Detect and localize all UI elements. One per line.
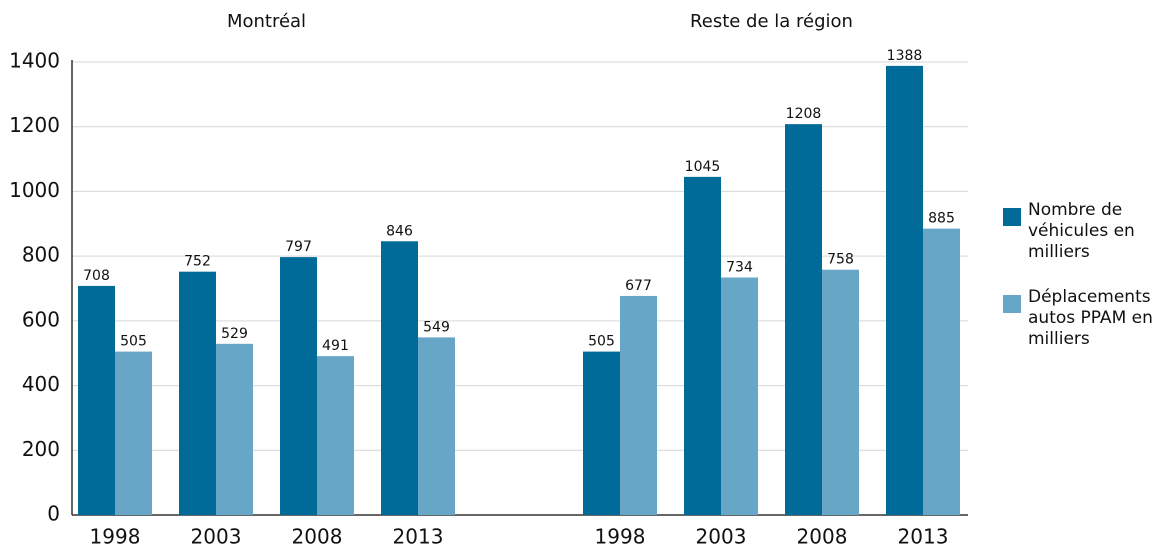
value-label: 846 xyxy=(386,223,413,239)
bar xyxy=(216,343,253,515)
value-label: 677 xyxy=(625,278,652,294)
y-tick-label: 0 xyxy=(47,502,60,526)
x-tick-label: 2008 xyxy=(292,525,343,549)
y-tick-label: 1000 xyxy=(9,178,60,202)
bar xyxy=(721,277,758,515)
y-tick-label: 1400 xyxy=(9,49,60,73)
legend-item: Déplacements autos PPAM en milliers xyxy=(1003,287,1160,350)
legend: Nombre de véhicules en milliers Déplaceme… xyxy=(1003,200,1160,374)
value-label: 752 xyxy=(184,254,211,270)
bar xyxy=(418,337,455,515)
bar xyxy=(583,351,620,515)
value-label: 758 xyxy=(827,252,854,268)
bar xyxy=(886,65,923,515)
legend-label: Nombre de véhicules en milliers xyxy=(1028,200,1135,262)
x-tick-label: 2003 xyxy=(191,525,242,549)
bar xyxy=(115,351,152,515)
bar xyxy=(78,285,115,515)
x-tick-label: 2008 xyxy=(797,525,848,549)
x-tick-label: 1998 xyxy=(595,525,646,549)
value-label: 734 xyxy=(726,259,753,275)
bar xyxy=(317,356,354,515)
legend-label: Déplacements autos PPAM en milliers xyxy=(1028,287,1153,349)
bar xyxy=(280,257,317,515)
bar xyxy=(923,228,960,515)
x-tick-label: 2013 xyxy=(393,525,444,549)
y-tick-label: 1200 xyxy=(9,113,60,137)
group-title: Montréal xyxy=(227,11,306,32)
bar xyxy=(684,176,721,515)
value-label: 797 xyxy=(285,239,312,255)
value-label: 885 xyxy=(928,211,955,227)
group-title: Reste de la région xyxy=(690,11,853,32)
y-tick-label: 800 xyxy=(22,243,60,267)
x-tick-label: 1998 xyxy=(90,525,141,549)
bar xyxy=(620,295,657,515)
value-label: 708 xyxy=(83,268,110,284)
legend-item: Nombre de véhicules en milliers xyxy=(1003,200,1160,263)
value-label: 549 xyxy=(423,319,450,335)
value-label: 1388 xyxy=(887,48,923,64)
x-tick-label: 2013 xyxy=(898,525,949,549)
value-label: 529 xyxy=(221,326,248,342)
bar xyxy=(179,271,216,515)
bar xyxy=(822,269,859,515)
y-tick-label: 600 xyxy=(22,307,60,331)
value-label: 1045 xyxy=(685,159,721,175)
legend-swatch xyxy=(1003,295,1021,313)
value-label: 505 xyxy=(120,334,147,350)
legend-swatch xyxy=(1003,208,1021,226)
x-tick-label: 2003 xyxy=(696,525,747,549)
y-tick-label: 400 xyxy=(22,372,60,396)
bar xyxy=(381,241,418,515)
value-label: 1208 xyxy=(786,106,822,122)
value-label: 491 xyxy=(322,338,349,354)
bar xyxy=(785,124,822,515)
value-label: 505 xyxy=(588,334,615,350)
y-tick-label: 200 xyxy=(22,437,60,461)
